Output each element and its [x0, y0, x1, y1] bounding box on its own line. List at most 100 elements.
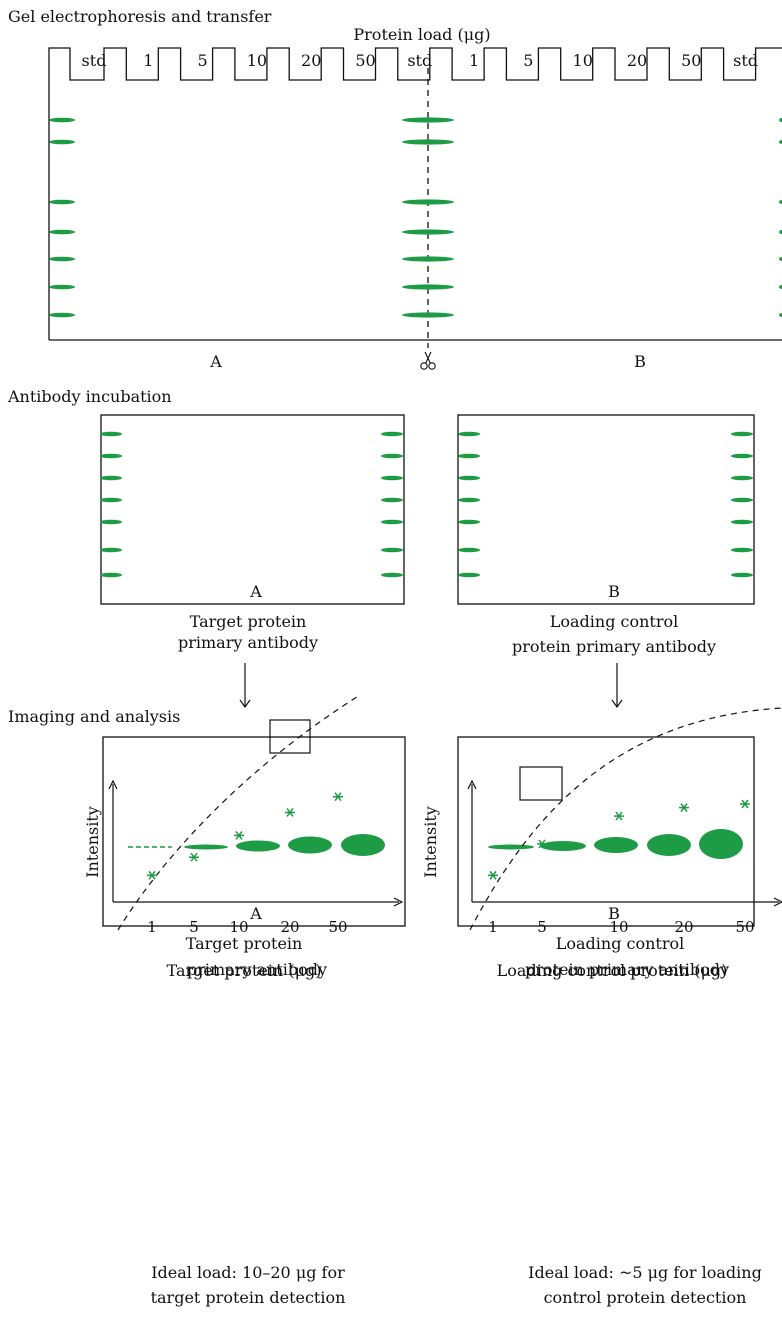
- lane-label: 50: [355, 51, 375, 70]
- lane-label: std: [82, 51, 107, 70]
- plot-target-protein: 1 5 10 20 50 Target protein (μg) Intensity Idea…: [83, 694, 404, 1307]
- x-tick-label: 10: [229, 918, 248, 936]
- membrane-a-right-band: [381, 519, 403, 525]
- ideal-load-box: [519, 766, 563, 801]
- lane-label: std: [733, 51, 758, 70]
- marker-band-right: [779, 140, 782, 144]
- data-point: [333, 792, 343, 802]
- marker-band-center: [402, 256, 454, 262]
- membrane-b-letter: B: [608, 582, 620, 601]
- band-b-20: [647, 834, 691, 856]
- membrane-a-right-band: [381, 547, 403, 553]
- gel-half-label-a: A: [209, 352, 222, 371]
- membrane-a: [100, 414, 405, 605]
- lane-label: 1: [469, 51, 479, 70]
- plot-loading-control: 1 5 10 20 50 Loading control protein (μg) Inte…: [421, 707, 782, 1307]
- membrane-b-right-band: [731, 475, 753, 481]
- marker-band-right: [779, 230, 782, 234]
- marker-band-left: [49, 199, 75, 205]
- data-point-mark: [489, 870, 497, 880]
- data-point-mark: [615, 811, 623, 821]
- membrane-a-left-band: [100, 519, 122, 525]
- marker-band-center: [402, 284, 454, 290]
- data-point-mark: [741, 799, 749, 809]
- ideal-load-note-line2: target protein detection: [151, 1288, 346, 1307]
- data-point: [614, 811, 624, 821]
- x-tick-label: 5: [189, 918, 199, 936]
- marker-band-right: [779, 257, 782, 261]
- data-point: [189, 852, 199, 862]
- section-title-imaging: Imaging and analysis: [8, 707, 180, 726]
- band-b-1: [488, 844, 534, 850]
- fit-curve: [117, 694, 361, 931]
- x-tick-label: 1: [488, 918, 498, 936]
- imaging-b-line2: protein primary antibody: [525, 960, 729, 979]
- x-axis-label: Target protein (μg): [167, 961, 322, 980]
- membrane-b-right-band: [731, 547, 753, 553]
- membrane-b-left-band: [458, 453, 480, 459]
- data-point-mark: [680, 803, 688, 813]
- membrane-b-right-band: [731, 519, 753, 525]
- lane-label: 5: [523, 51, 533, 70]
- y-axis-arrow: [467, 779, 477, 790]
- x-axis-arrow: [393, 897, 404, 907]
- y-axis-label: Intensity: [421, 806, 440, 878]
- marker-band-left: [49, 284, 75, 290]
- image-panel-b: [457, 736, 755, 927]
- lane-label: 20: [301, 51, 321, 70]
- x-tick-label: 5: [537, 918, 547, 936]
- data-point-mark: [334, 792, 342, 802]
- x-tick-label: 50: [735, 918, 754, 936]
- membrane-b-left-band: [458, 572, 480, 578]
- gel-marker-bands: [49, 117, 782, 318]
- gel-outline: [48, 47, 782, 341]
- band-a-50: [341, 834, 385, 856]
- band-a-10: [236, 840, 280, 852]
- membrane-b-left-band: [458, 497, 480, 503]
- lane-labels: std 1 5 10 20 50 std 1 5 10 20 50 std: [82, 51, 758, 70]
- marker-band-left: [49, 139, 75, 145]
- ideal-load-note-line2: control protein detection: [544, 1288, 747, 1307]
- fit-curve: [469, 707, 782, 931]
- lane-label: std: [407, 51, 432, 70]
- section-title-gel: Gel electrophoresis and transfer: [8, 7, 272, 26]
- antibody-a-line1: Target protein: [190, 612, 307, 631]
- lane-label: 1: [143, 51, 153, 70]
- down-arrow-b: [611, 663, 623, 709]
- data-point: [679, 803, 689, 813]
- data-point-mark: [235, 831, 243, 840]
- marker-band-left: [49, 229, 75, 235]
- x-tick-label: 1: [147, 918, 157, 936]
- membrane-a-left-band: [100, 431, 122, 437]
- down-arrow-a: [239, 663, 251, 709]
- membrane-a-right-band: [381, 572, 403, 578]
- imaging-a-line1: Target protein: [186, 934, 303, 953]
- lane-label: 20: [627, 51, 647, 70]
- band-b-5: [540, 841, 586, 851]
- marker-band-center: [402, 139, 454, 145]
- membrane-a-left-band: [100, 497, 122, 503]
- membrane-a-right-band: [381, 497, 403, 503]
- x-tick-label: 20: [674, 918, 693, 936]
- section-title-antibody: Antibody incubation: [7, 387, 172, 406]
- imaging-a-line2: primary antibody: [187, 960, 327, 979]
- x-tick-label: 50: [328, 918, 347, 936]
- band-b-10: [594, 837, 638, 853]
- membrane-b-left-band: [458, 519, 480, 525]
- membrane-b-left-band: [458, 475, 480, 481]
- membrane-a-letter: A: [249, 582, 262, 601]
- data-point: [488, 870, 498, 880]
- data-point-mark: [148, 870, 156, 880]
- ideal-load-note-line1: Ideal load: 10–20 μg for: [151, 1263, 345, 1282]
- ideal-load-box: [269, 719, 311, 754]
- image-panel-a: [102, 736, 406, 927]
- membrane-b: [457, 414, 755, 605]
- marker-band-left: [49, 117, 75, 123]
- y-axis-label: Intensity: [83, 806, 102, 878]
- marker-band-right: [779, 285, 782, 289]
- membrane-b-left-band: [458, 547, 480, 553]
- membrane-a-left-band: [100, 572, 122, 578]
- membrane-a-right-band: [381, 431, 403, 437]
- membrane-b-left-band: [458, 431, 480, 437]
